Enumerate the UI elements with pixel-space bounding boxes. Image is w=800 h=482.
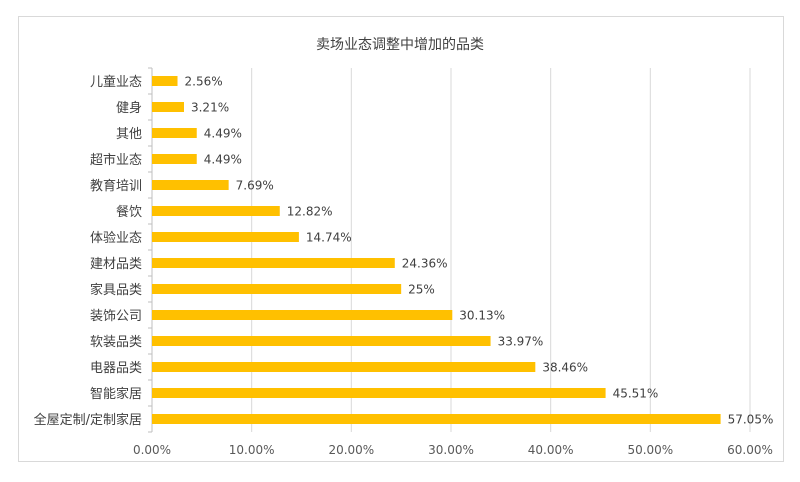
category-label: 装饰公司 xyxy=(90,309,142,324)
x-tick-label: 10.00% xyxy=(229,443,275,457)
bar xyxy=(152,336,491,346)
bars xyxy=(152,76,721,424)
category-label: 智能家居 xyxy=(90,386,142,402)
gridlines xyxy=(148,67,751,433)
x-tick-label: 0.00% xyxy=(133,443,171,457)
data-label: 14.74% xyxy=(306,231,352,245)
bar xyxy=(152,154,197,164)
bar xyxy=(152,258,395,268)
bar xyxy=(152,284,402,294)
data-label: 4.49% xyxy=(204,153,242,167)
category-label: 电器品类 xyxy=(90,361,142,376)
data-label: 12.82% xyxy=(287,205,333,219)
chart-frame xyxy=(18,16,784,462)
data-label: 38.46% xyxy=(542,361,588,375)
data-label: 25% xyxy=(408,283,435,297)
category-label: 家具品类 xyxy=(90,282,142,298)
category-label: 体验业态 xyxy=(90,230,142,246)
bar xyxy=(152,362,536,372)
category-label: 其他 xyxy=(116,127,142,142)
bar xyxy=(152,180,229,190)
category-label: 软装品类 xyxy=(90,335,142,350)
bar xyxy=(152,206,280,216)
category-label: 餐饮 xyxy=(116,204,142,220)
data-label: 2.56% xyxy=(185,75,223,89)
x-tick-label: 60.00% xyxy=(727,443,773,457)
x-tick-label: 20.00% xyxy=(328,443,374,457)
data-label: 3.21% xyxy=(191,101,229,115)
data-label: 45.51% xyxy=(613,387,659,401)
category-label: 教育培训 xyxy=(90,178,142,194)
data-label: 30.13% xyxy=(459,309,505,323)
category-label: 超市业态 xyxy=(90,152,142,168)
bar xyxy=(152,102,184,112)
bar xyxy=(152,414,721,424)
category-label: 儿童业态 xyxy=(90,74,142,90)
x-tick-label: 50.00% xyxy=(627,443,673,457)
data-label: 7.69% xyxy=(236,179,274,193)
category-label: 建材品类 xyxy=(90,257,142,272)
category-labels: 儿童业态健身其他超市业态教育培训餐饮体验业态建材品类家具品类装饰公司软装品类电器… xyxy=(34,74,142,428)
bar xyxy=(152,232,299,242)
x-tick-label: 40.00% xyxy=(528,443,574,457)
data-labels: 2.56% 3.21% 4.49% 4.49% 7.69% 12.82% 14.74% 24.… xyxy=(185,75,774,427)
chart-title: 卖场业态调整中增加的品类 xyxy=(316,37,484,53)
category-label: 全屋定制/定制家居 xyxy=(34,412,142,428)
x-tick-label: 30.00% xyxy=(428,443,474,457)
bar xyxy=(152,76,178,86)
bar xyxy=(152,310,453,320)
bar xyxy=(152,388,606,398)
data-label: 57.05% xyxy=(728,413,774,427)
data-label: 24.36% xyxy=(402,257,448,271)
bar xyxy=(152,128,197,138)
x-tick-labels: 0.00% 10.00% 20.00% 30.00% 40.00% 50.00% 60.00… xyxy=(133,443,773,457)
data-label: 33.97% xyxy=(498,335,544,349)
category-label: 健身 xyxy=(116,100,142,116)
data-label: 4.49% xyxy=(204,127,242,141)
